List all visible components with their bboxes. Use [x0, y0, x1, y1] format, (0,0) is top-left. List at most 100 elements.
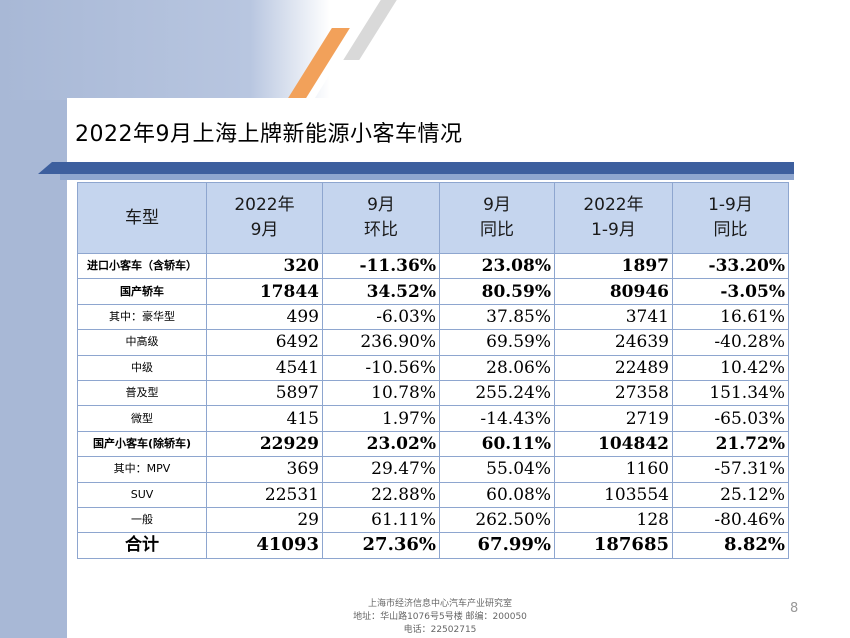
table-row: 普及型 5897 10.78% 255.24% 27358 151.34% [77, 379, 789, 407]
cell-value: -40.28% [672, 329, 789, 356]
cell-value: 80946 [554, 278, 673, 305]
cell-value: 24639 [554, 329, 673, 356]
row-label: 中级 [77, 354, 207, 381]
table-row: 一般 29 61.11% 262.50% 128 -80.46% [77, 506, 789, 534]
cell-value: -80.46% [672, 506, 789, 534]
cell-value: -6.03% [322, 303, 440, 331]
cell-value: -14.43% [439, 405, 555, 432]
cell-value: 6492 [206, 329, 323, 356]
row-label: 中高级 [77, 329, 207, 356]
cell-value: 1160 [554, 456, 673, 483]
header-cell-sep: 2022年 9月 [206, 182, 323, 254]
table-header-row: 车型 2022年 9月 9月 环比 9月 同比 2022年 1-9月 1-9月 同比 [77, 182, 789, 254]
header-cell-model: 车型 [77, 182, 207, 254]
row-label: SUV [77, 481, 207, 508]
cell-value: 28.06% [439, 354, 555, 381]
cell-value: 8.82% [672, 532, 789, 559]
cell-value: 34.52% [322, 278, 440, 305]
cell-value: 29 [206, 506, 323, 534]
page-number: 8 [790, 601, 799, 616]
cell-value: 1897 [554, 252, 673, 280]
cell-value: 3741 [554, 303, 673, 331]
header-cell-ytd-yoy: 1-9月 同比 [672, 182, 789, 254]
table-row: SUV 22531 22.88% 60.08% 103554 25.12% [77, 481, 789, 508]
cell-value: 22531 [206, 481, 323, 508]
cell-value: 151.34% [672, 379, 789, 407]
cell-value: 27.36% [322, 532, 440, 559]
footer-address: 地址：华山路1076号5号楼 邮编：200050 [353, 612, 527, 622]
row-label: 国产小客车(除轿车) [77, 430, 207, 458]
table-row: 国产小客车(除轿车) 22929 23.02% 60.11% 104842 21… [77, 430, 789, 458]
cell-value: 23.08% [439, 252, 555, 280]
cell-value: -57.31% [672, 456, 789, 483]
cell-value: -11.36% [322, 252, 440, 280]
cell-value: 369 [206, 456, 323, 483]
slide-title: 2022年9月上海上牌新能源小客车情况 [75, 122, 463, 147]
cell-value: 262.50% [439, 506, 555, 534]
cell-value: 415 [206, 405, 323, 432]
row-label: 一般 [77, 506, 207, 534]
cell-value: 61.11% [322, 506, 440, 534]
cell-value: 22489 [554, 354, 673, 381]
table-row: 其中：MPV 369 29.47% 55.04% 1160 -57.31% [77, 456, 789, 483]
cell-value: 255.24% [439, 379, 555, 407]
cell-value: 499 [206, 303, 323, 331]
cell-value: 55.04% [439, 456, 555, 483]
table-row: 国产轿车 17844 34.52% 80.59% 80946 -3.05% [77, 278, 789, 305]
cell-value: 29.47% [322, 456, 440, 483]
cell-value: 10.78% [322, 379, 440, 407]
header-cell-mom: 9月 环比 [322, 182, 440, 254]
cell-value: 4541 [206, 354, 323, 381]
row-label: 国产轿车 [77, 278, 207, 305]
row-label: 其中：MPV [77, 456, 207, 483]
cell-value: 16.61% [672, 303, 789, 331]
cell-value: -33.20% [672, 252, 789, 280]
top-background-band [0, 0, 850, 100]
row-label: 合计 [77, 532, 207, 559]
cell-value: -3.05% [672, 278, 789, 305]
cell-value: 25.12% [672, 481, 789, 508]
cell-value: 128 [554, 506, 673, 534]
cell-value: 104842 [554, 430, 673, 458]
cell-value: 60.11% [439, 430, 555, 458]
table-row: 微型 415 1.97% -14.43% 2719 -65.03% [77, 405, 789, 432]
table-row: 中级 4541 -10.56% 28.06% 22489 10.42% [77, 354, 789, 381]
cell-value: 80.59% [439, 278, 555, 305]
row-label: 进口小客车（含轿车） [77, 252, 207, 280]
cell-value: -10.56% [322, 354, 440, 381]
footer-org: 上海市经济信息中心汽车产业研究室 [367, 599, 512, 609]
data-table: 车型 2022年 9月 9月 环比 9月 同比 2022年 1-9月 1-9月 同比 进口… [77, 182, 789, 559]
cell-value: 236.90% [322, 329, 440, 356]
table-row: 其中：豪华型 499 -6.03% 37.85% 3741 16.61% [77, 303, 789, 331]
cell-value: 41093 [206, 532, 323, 559]
cell-value: 21.72% [672, 430, 789, 458]
cell-value: 5897 [206, 379, 323, 407]
cell-value: 320 [206, 252, 323, 280]
cell-value: 37.85% [439, 303, 555, 331]
cell-value: 1.97% [322, 405, 440, 432]
cell-value: 187685 [554, 532, 673, 559]
cell-value: 103554 [554, 481, 673, 508]
cell-value: 22929 [206, 430, 323, 458]
row-label: 微型 [77, 405, 207, 432]
title-underline-band-light [60, 174, 794, 180]
table-row: 进口小客车（含轿车） 320 -11.36% 23.08% 1897 -33.2… [77, 252, 789, 280]
cell-value: 23.02% [322, 430, 440, 458]
footer-phone: 电话：22502715 [403, 625, 477, 635]
cell-value: 22.88% [322, 481, 440, 508]
cell-value: 17844 [206, 278, 323, 305]
table-row: 中高级 6492 236.90% 69.59% 24639 -40.28% [77, 329, 789, 356]
header-cell-ytd: 2022年 1-9月 [554, 182, 673, 254]
footer-info: 上海市经济信息中心汽车产业研究室 地址：华山路1076号5号楼 邮编：20005… [300, 598, 580, 637]
cell-value: 67.99% [439, 532, 555, 559]
cell-value: 10.42% [672, 354, 789, 381]
row-label: 其中：豪华型 [77, 303, 207, 331]
title-underline-band [38, 162, 794, 174]
cell-value: 27358 [554, 379, 673, 407]
cell-value: 60.08% [439, 481, 555, 508]
header-cell-yoy: 9月 同比 [439, 182, 555, 254]
cell-value: 2719 [554, 405, 673, 432]
table-total-row: 合计 41093 27.36% 67.99% 187685 8.82% [77, 532, 789, 559]
cell-value: 69.59% [439, 329, 555, 356]
row-label: 普及型 [77, 379, 207, 407]
